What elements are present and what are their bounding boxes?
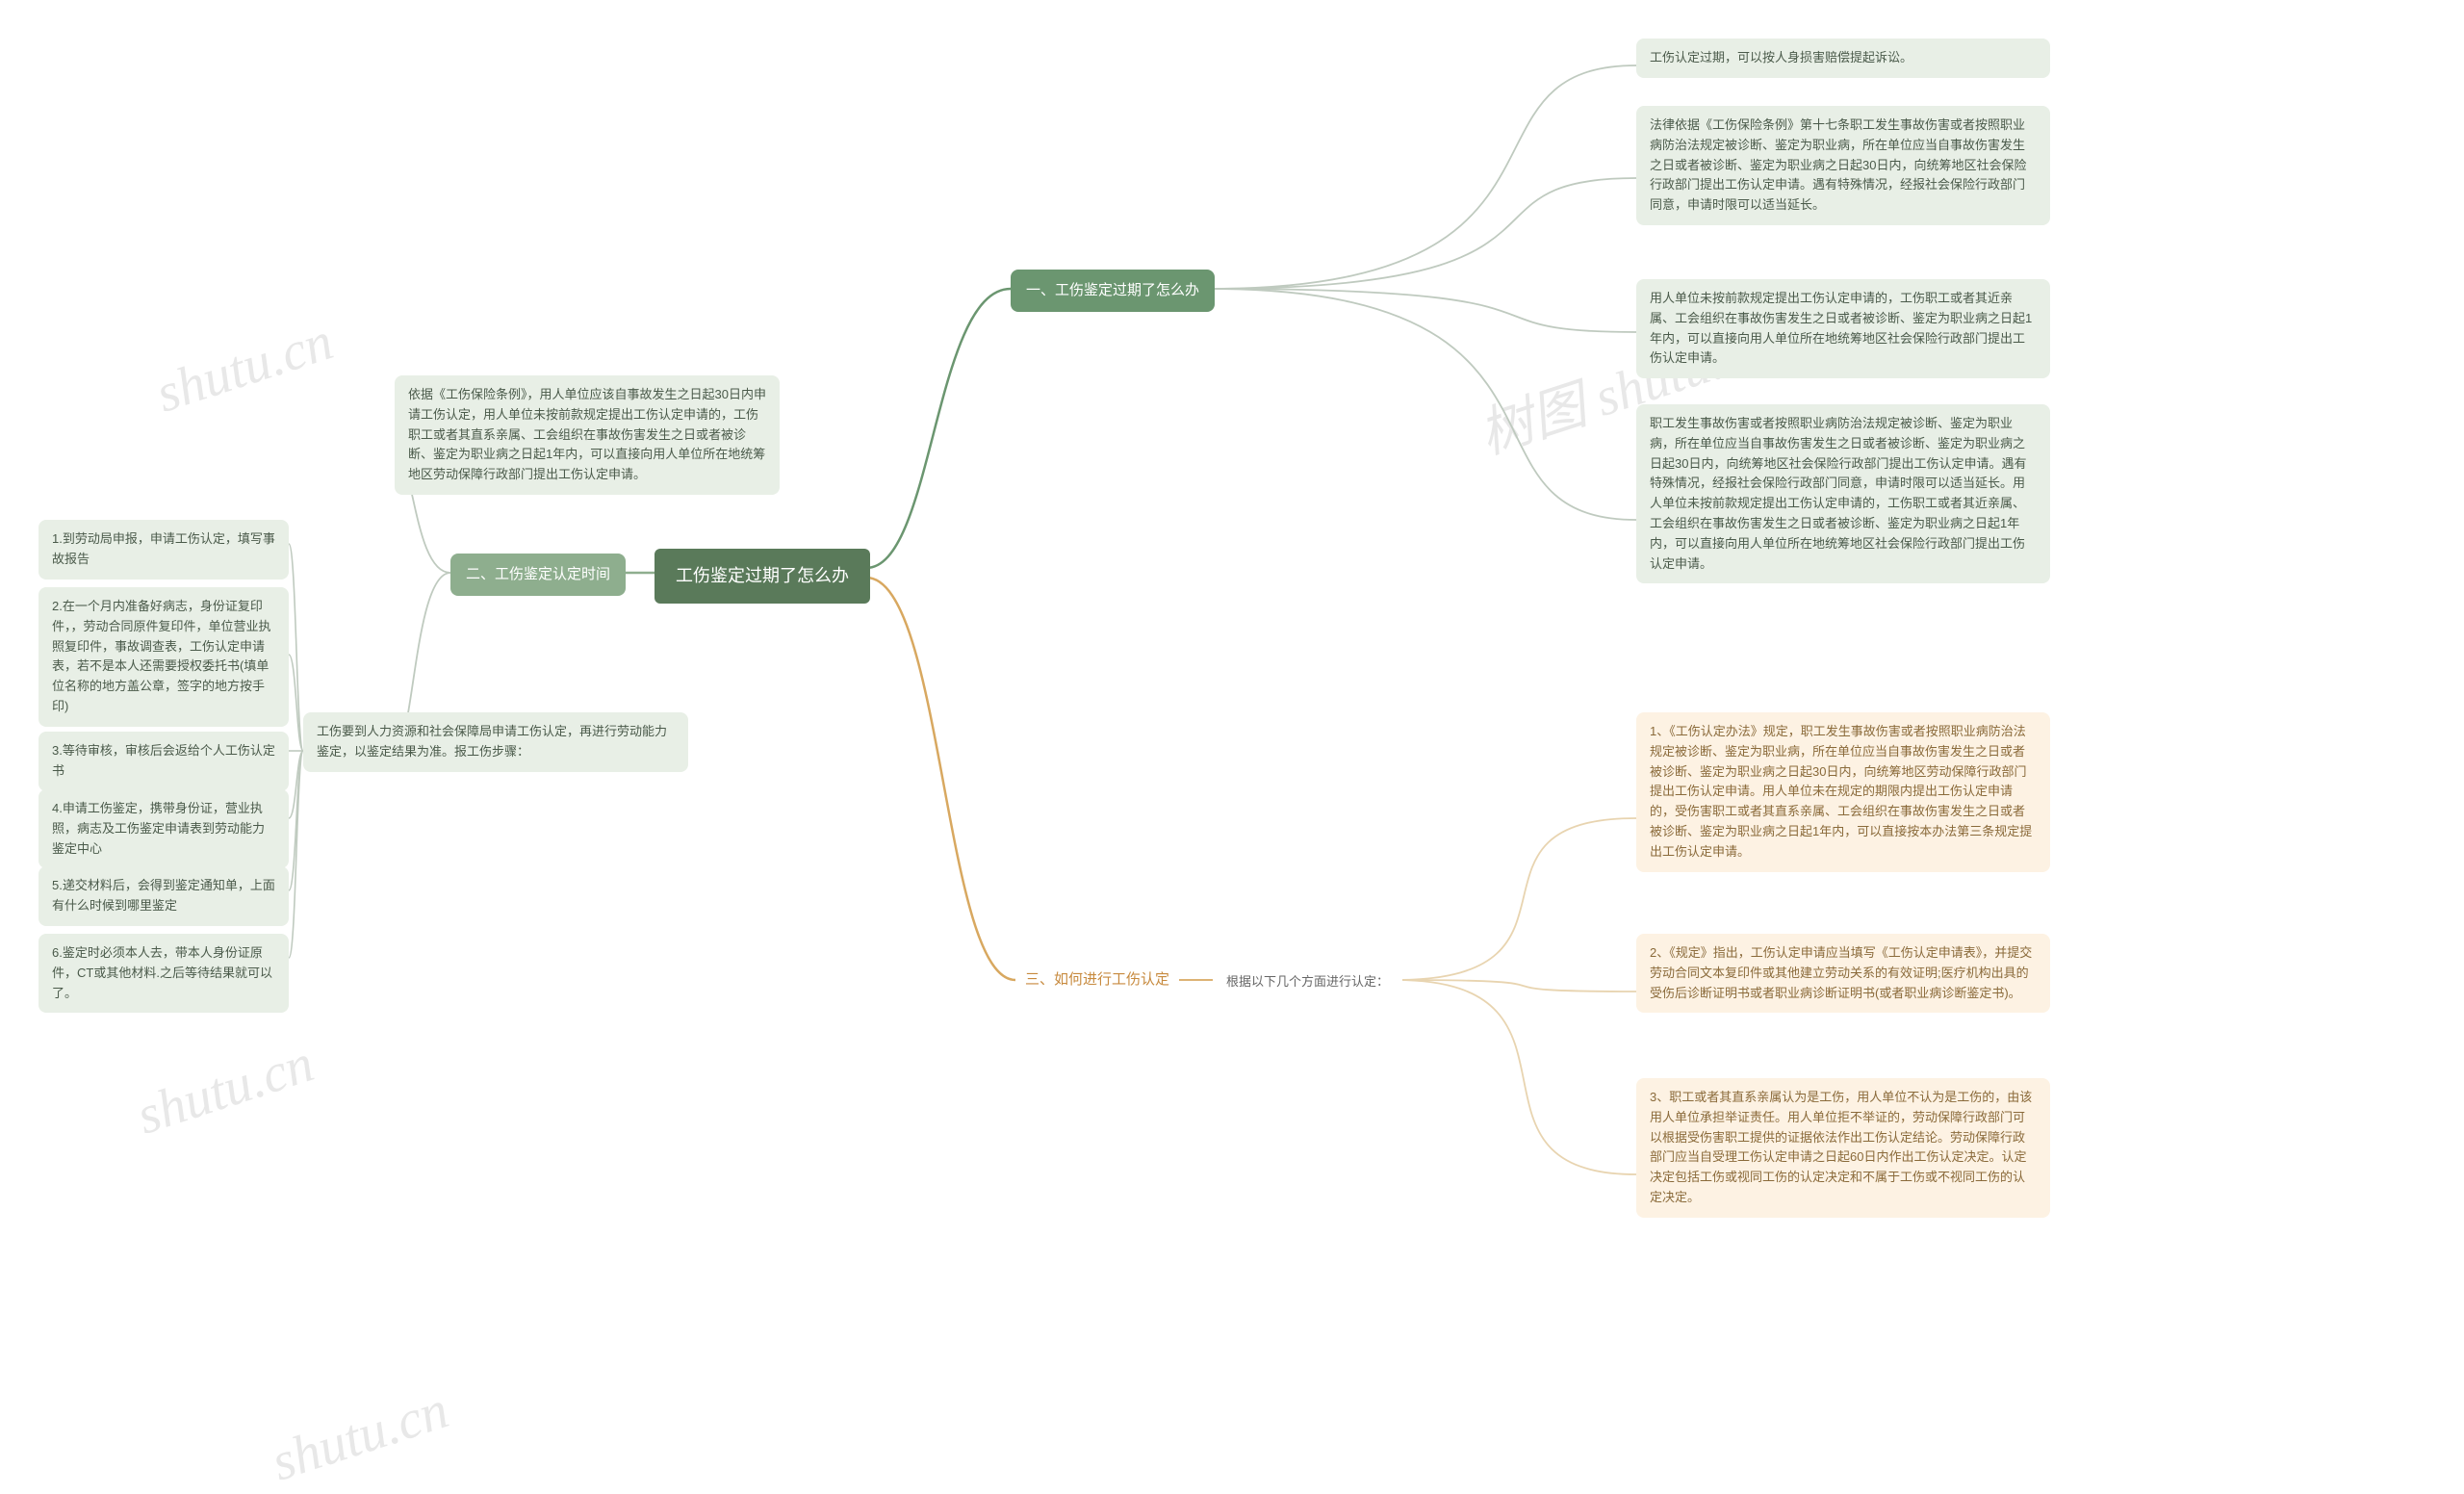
branch-3-leaf: 2、《规定》指出，工伤认定申请应当填写《工伤认定申请表》，并提交劳动合同文本复印… — [1636, 934, 2050, 1013]
watermark: shutu.cn — [265, 1378, 456, 1493]
branch-1-leaf: 职工发生事故伤害或者按照职业病防治法规定被诊断、鉴定为职业病，所在单位应当自事故… — [1636, 404, 2050, 583]
branch-1-leaf: 法律依据《工伤保险条例》第十七条职工发生事故伤害或者按照职业病防治法规定被诊断、… — [1636, 106, 2050, 225]
branch-1-leaf: 工伤认定过期，可以按人身损害赔偿提起诉讼。 — [1636, 39, 2050, 78]
branch-3-leaf: 1、《工伤认定办法》规定，职工发生事故伤害或者按照职业病防治法规定被诊断、鉴定为… — [1636, 712, 2050, 872]
branch-3-leaf: 3、职工或者其直系亲属认为是工伤，用人单位不认为是工伤的，由该用人单位承担举证责… — [1636, 1078, 2050, 1218]
branch-2-step: 6.鉴定时必须本人去，带本人身份证原件，CT或其他材料.之后等待结果就可以了。 — [38, 934, 289, 1013]
branch-2-step: 5.递交材料后，会得到鉴定通知单，上面有什么时候到哪里鉴定 — [38, 866, 289, 926]
branch-1-leaf: 用人单位未按前款规定提出工伤认定申请的，工伤职工或者其近亲属、工会组织在事故伤害… — [1636, 279, 2050, 378]
branch-2: 二、工伤鉴定认定时间 — [450, 554, 626, 596]
branch-2-step: 3.等待审核，审核后会返给个人工伤认定书 — [38, 732, 289, 791]
branch-2-step: 4.申请工伤鉴定，携带身份证，营业执照，病志及工伤鉴定申请表到劳动能力鉴定中心 — [38, 789, 289, 868]
branch-2-step: 2.在一个月内准备好病志，身份证复印件，，劳动合同原件复印件，单位营业执照复印件… — [38, 587, 289, 727]
watermark: shutu.cn — [149, 310, 341, 425]
branch-3: 三、如何进行工伤认定 — [1015, 963, 1179, 997]
branch-2-sub1: 依据《工伤保险条例》，用人单位应该自事故发生之日起30日内申请工伤认定，用人单位… — [395, 375, 780, 495]
branch-2-step: 1.到劳动局申报，申请工伤认定，填写事故报告 — [38, 520, 289, 580]
watermark: shutu.cn — [130, 1032, 321, 1146]
branch-2-sub2: 工伤要到人力资源和社会保障局申请工伤认定，再进行劳动能力鉴定，以鉴定结果为准。报… — [303, 712, 688, 772]
branch-1: 一、工伤鉴定过期了怎么办 — [1011, 270, 1215, 312]
center-node: 工伤鉴定过期了怎么办 — [654, 549, 870, 604]
branch-3-sub: 根据以下几个方面进行认定： — [1213, 963, 1402, 1002]
